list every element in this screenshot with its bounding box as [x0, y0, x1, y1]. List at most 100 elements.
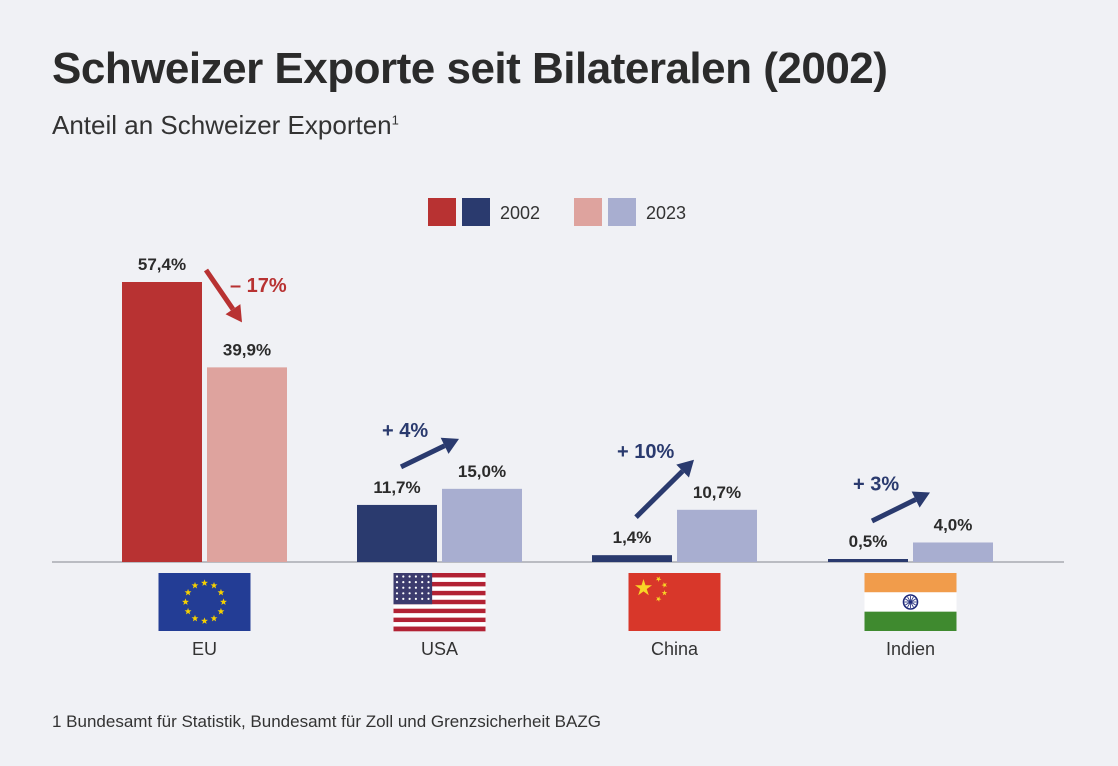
legend: 2002 2023 [428, 198, 686, 226]
eu-flag-star [217, 588, 225, 596]
data-label-china-2002: 1,4% [613, 528, 652, 547]
india-flag-saffron [864, 573, 957, 593]
bar-chart: 2002 2023 57,4% 39,9% EU – 17% 11,7% 15,0% USA + … [52, 198, 1064, 659]
india-flag-spoke [907, 596, 911, 603]
china-flag-field [628, 573, 721, 631]
change-arrow-head-china [676, 459, 694, 478]
usa-flag-star [408, 597, 411, 601]
group-eu: 57,4% 39,9% EU – 17% [122, 255, 287, 659]
change-arrow-shaft-usa [399, 443, 446, 470]
usa-flag-star [395, 575, 399, 578]
usa-flag-star [427, 597, 430, 601]
usa-flag-star [408, 586, 411, 589]
usa-flag-star [402, 575, 405, 578]
eu-flag-star [191, 614, 199, 622]
china-flag-star [655, 596, 662, 602]
usa-flag-star [395, 586, 399, 589]
eu-flag-star [184, 607, 192, 615]
china-flag-icon [628, 573, 721, 631]
bar-usa-2023 [442, 488, 522, 562]
data-label-usa-2002: 11,7% [373, 478, 420, 497]
data-label-indien-2023: 4,0% [934, 515, 973, 534]
legend-swatch-2002-eu [428, 198, 456, 226]
usa-flag-star [414, 586, 417, 589]
category-label-indien: Indien [886, 639, 935, 659]
usa-flag-stripe [393, 590, 486, 596]
india-flag-chakra [902, 594, 919, 610]
usa-flag-star [395, 597, 399, 601]
usa-flag-star [408, 592, 411, 595]
india-flag-spoke [910, 601, 914, 608]
subtitle-text: Anteil an Schweizer Exporten [52, 110, 392, 140]
usa-flag-star [402, 586, 405, 589]
usa-flag-stripe [393, 622, 486, 627]
usa-flag-star [402, 597, 405, 601]
usa-flag-star [395, 581, 399, 584]
usa-flag-star [408, 575, 411, 578]
usa-flag-star [421, 586, 424, 589]
usa-flag-stripe [393, 581, 486, 587]
legend-swatch-2023-eu [574, 198, 602, 226]
usa-flag-stripe [393, 608, 486, 614]
eu-flag-star [184, 588, 192, 596]
usa-flag-star [427, 575, 430, 578]
usa-flag-canton [393, 573, 433, 605]
usa-flag-star [414, 597, 417, 601]
usa-flag-stripe [393, 586, 486, 592]
usa-flag-star [427, 586, 430, 589]
legend-label-2002: 2002 [500, 203, 540, 223]
bar-indien-2023 [913, 542, 993, 562]
change-eu: – 17% [203, 268, 287, 323]
usa-flag-stripe [393, 613, 486, 618]
usa-flag-star [421, 592, 424, 595]
eu-flag-star [182, 598, 189, 605]
eu-flag-star [201, 617, 208, 624]
usa-flag-star [402, 592, 405, 595]
eu-flag-star [191, 581, 199, 589]
india-flag-spoke [910, 598, 916, 603]
eu-flag-icon [158, 573, 251, 631]
usa-flag-star [414, 592, 417, 595]
india-flag-spoke [910, 601, 916, 606]
usa-flag-star [421, 575, 424, 578]
usa-flag-star [427, 581, 430, 584]
data-label-eu-2002: 57,4% [138, 255, 186, 274]
usa-flag-star [414, 575, 417, 578]
change-arrow-shaft-eu [203, 268, 235, 311]
india-flag-spoke [905, 601, 911, 606]
change-label-indien: + 3% [853, 473, 899, 495]
usa-flag-star [402, 581, 405, 584]
eu-flag-star [210, 581, 218, 589]
usa-flag-star [414, 581, 417, 584]
group-indien: 0,5% 4,0% Indien + 3% [828, 473, 993, 659]
eu-flag-star [220, 598, 227, 605]
category-label-usa: USA [421, 639, 458, 659]
india-flag-spoke [905, 598, 911, 603]
usa-flag-stripe [393, 626, 486, 632]
legend-swatch-2023-other [608, 198, 636, 226]
change-usa: + 4% [382, 420, 459, 470]
india-flag-green [864, 611, 957, 631]
bar-eu-2023 [207, 367, 287, 562]
change-arrow-shaft-indien [870, 497, 917, 524]
bar-eu-2002 [122, 282, 202, 562]
change-china: + 10% [617, 441, 694, 519]
group-china: 1,4% 10,7% China + 10% [592, 441, 757, 659]
category-label-eu: EU [192, 639, 217, 659]
usa-flag-star [395, 592, 399, 595]
chart-subtitle: Anteil an Schweizer Exporten1 [52, 110, 399, 141]
usa-flag-star [408, 581, 411, 584]
change-arrow-head-indien [911, 491, 930, 508]
change-indien: + 3% [853, 473, 930, 524]
change-arrow-shaft-china [634, 469, 685, 519]
data-label-china-2023: 10,7% [693, 483, 741, 502]
usa-flag-stripe [393, 573, 486, 578]
india-flag-icon [864, 573, 957, 631]
change-label-usa: + 4% [382, 420, 428, 442]
footnote-marker: 1 [391, 112, 399, 128]
usa-flag-stripe [393, 599, 486, 605]
bar-china-2023 [677, 509, 757, 562]
usa-flag-stripe [393, 617, 486, 623]
eu-flag-star [201, 579, 208, 586]
usa-flag-star [427, 592, 430, 595]
